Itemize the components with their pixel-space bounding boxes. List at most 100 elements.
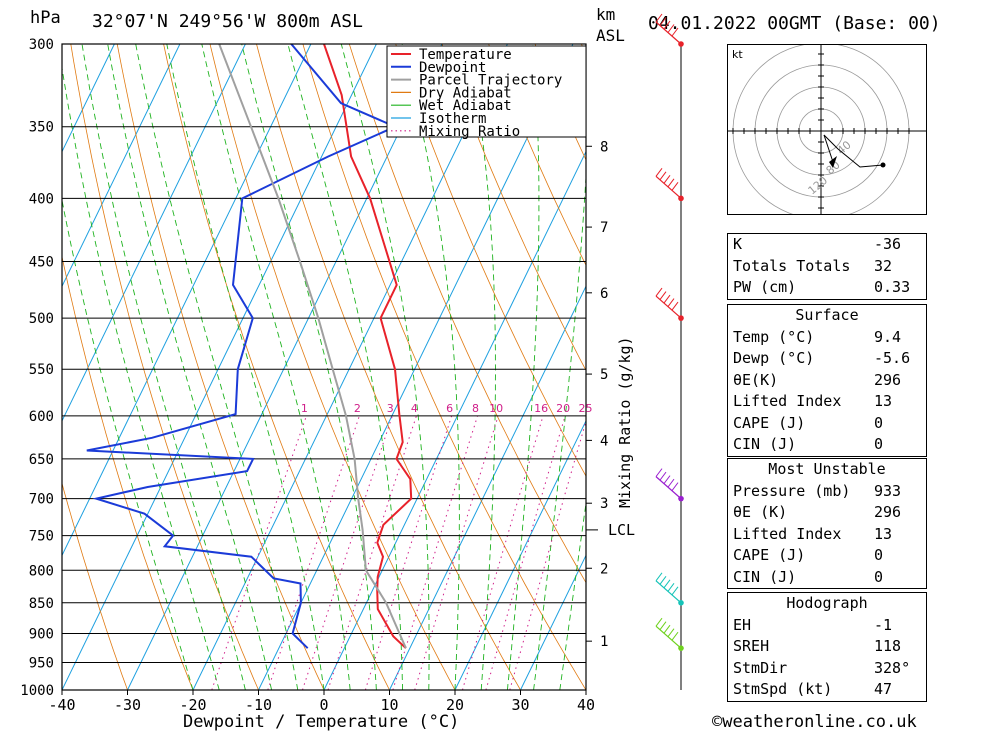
wind-barb-shaft (655, 295, 682, 319)
table-row: K -36 (728, 234, 926, 256)
wet-adiabat-line (62, 198, 194, 690)
x-axis-title: Dewpoint / Temperature (°C) (183, 712, 459, 732)
table-row: Lifted Index 13 (728, 391, 926, 413)
x-tick-label: -10 (245, 696, 272, 714)
pressure-tick-label: 800 (29, 563, 54, 579)
row-value: 13 (874, 524, 893, 543)
wind-barb (655, 468, 684, 502)
wind-level-marker (678, 41, 684, 47)
row-label: θE (K) (733, 503, 788, 521)
pressure-tick-label: 850 (29, 596, 54, 612)
wind-barb-shaft (655, 580, 682, 604)
indices-table: K -36 Totals Totals 32 PW (cm) 0.33 (727, 233, 927, 300)
pressure-tick-label: 550 (29, 362, 54, 378)
row-value: 32 (874, 256, 893, 275)
dry-adiabat-line (62, 481, 128, 690)
table-row: StmSpd (kt) 47 (728, 679, 926, 701)
mixing-ratio-line (462, 415, 544, 690)
isotherm-line (454, 419, 586, 690)
row-label: Totals Totals (733, 256, 851, 275)
legend-entry: Dewpoint (419, 60, 486, 76)
legend-entry: Parcel Trajectory (419, 73, 562, 89)
dewpoint-profile-line (86, 44, 398, 649)
row-value: -1 (874, 615, 893, 634)
row-value: 0.33 (874, 278, 911, 296)
pressure-tick-label: 650 (29, 452, 54, 468)
row-label: Dewp (°C) (733, 349, 815, 367)
row-value: 933 (874, 481, 902, 500)
hodograph-ring-label: 120 (806, 174, 830, 197)
x-tick-label: 40 (577, 696, 595, 714)
wet-adiabat-line (241, 44, 377, 690)
row-value: -5.6 (874, 349, 911, 367)
mixing-ratio-label: 16 (534, 402, 548, 415)
pressure-tick-label: 750 (29, 529, 54, 545)
pressure-tick-label: 700 (29, 492, 54, 508)
pressure-tick-label: 450 (29, 255, 54, 271)
wind-barb-flag (671, 301, 679, 311)
wind-barb-flag (663, 175, 671, 184)
storm-motion-shaft (823, 134, 834, 163)
legend-entry: Dry Adiabat (419, 85, 512, 101)
legend-entry: Isotherm (419, 111, 486, 127)
row-label: SREH (733, 637, 770, 655)
row-label: CIN (J) (733, 567, 797, 586)
wet-adiabat-line (201, 44, 351, 690)
wind-barb-flag (659, 575, 667, 585)
wind-barb-shaft (655, 625, 682, 649)
table-row: SREH 118 (728, 636, 926, 658)
hodograph-panel: 40 80 120 kt (727, 42, 927, 220)
hodograph-end-point (880, 162, 886, 168)
wind-barb (655, 287, 684, 321)
dry-adiabat-line (953, 44, 1000, 690)
x-tick-label: 20 (446, 696, 464, 714)
pressure-tick-label: 400 (29, 191, 54, 207)
km-tick-label: 2 (600, 561, 608, 577)
km-tick-label: 6 (600, 286, 608, 302)
mixing-ratio-label: 10 (489, 402, 503, 415)
wind-level-marker (678, 495, 684, 502)
hpa-unit-label: hPa (30, 8, 61, 28)
wind-barb-shaft (655, 175, 682, 199)
km-tick-label: 8 (600, 139, 608, 155)
table-row: Totals Totals 32 (728, 256, 926, 278)
row-value: 0 (874, 567, 884, 586)
pressure-tick-label: 1000 (20, 683, 54, 699)
km-tick-label: 4 (600, 433, 608, 449)
wind-level-marker (678, 315, 684, 321)
table-row: PW (cm) 0.33 (728, 277, 926, 299)
row-label: K (733, 235, 743, 253)
dry-adiabat-line (163, 44, 390, 690)
isotherm-line (62, 44, 377, 690)
pressure-tick-label: 950 (29, 655, 54, 671)
wind-barb-flag (655, 168, 663, 177)
pressure-tick-label: 300 (29, 37, 54, 53)
datetime-title: 04.01.2022 00GMT (Base: 00) (648, 13, 941, 34)
wind-barb-flag (667, 178, 675, 188)
wind-barb-shaft (655, 476, 682, 500)
legend-entry: Wet Adiabat (419, 98, 512, 114)
wind-barb-flag (663, 624, 671, 634)
dry-adiabat-line (395, 44, 586, 478)
mixing-ratio-label: 1 (301, 402, 308, 415)
wind-barb (655, 13, 684, 47)
km-unit-label: km (596, 5, 615, 24)
dry-adiabat-line (302, 44, 586, 690)
hodograph-table: Hodograph EH -1 SREH 118 StmDir 328° StmSpd (kt… (727, 592, 927, 702)
table-row: CIN (J) 0 (728, 567, 926, 589)
mixing-ratio-label: 3 (387, 402, 394, 415)
wind-barb-flag (671, 631, 679, 641)
table-row: CAPE (J) 0 (728, 413, 926, 435)
row-value: 9.4 (874, 327, 902, 346)
table-row: Lifted Index 13 (728, 524, 926, 546)
wet-adiabat-line (166, 44, 325, 690)
km-tick-label: 3 (600, 496, 608, 512)
isotherm-line (62, 44, 181, 288)
x-tick-label: 30 (511, 696, 529, 714)
mixing-ratio-axis-title: Mixing Ratio (g/kg) (616, 336, 634, 508)
isotherm-line (520, 554, 586, 690)
row-label: θE(K) (733, 370, 779, 389)
wet-adiabat-line (135, 44, 299, 690)
row-value: 118 (874, 637, 902, 655)
